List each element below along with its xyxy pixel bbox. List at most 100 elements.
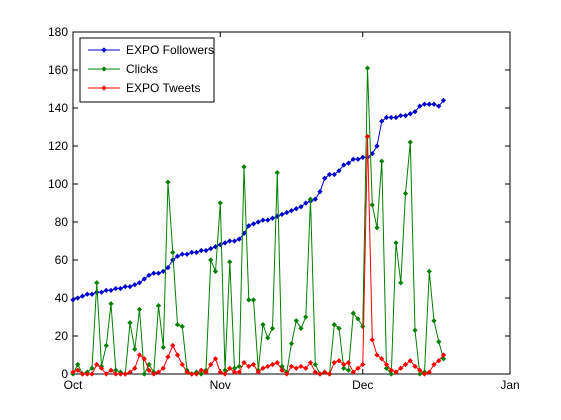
data-point (374, 143, 380, 149)
data-point (160, 365, 166, 371)
data-point (369, 337, 375, 343)
data-point (269, 215, 276, 221)
legend-item: Clicks (88, 62, 158, 76)
data-point (141, 371, 147, 377)
data-point (132, 346, 138, 352)
data-point (198, 247, 204, 254)
data-point (388, 367, 394, 373)
data-point (279, 211, 285, 218)
series-group (70, 65, 447, 377)
y-tick-label: 60 (55, 253, 69, 267)
data-point (326, 371, 333, 377)
data-point (208, 361, 214, 368)
data-point (136, 280, 143, 286)
data-point (393, 240, 399, 246)
data-point (265, 217, 271, 223)
data-point (84, 291, 90, 297)
data-point (360, 361, 366, 368)
series-2 (70, 133, 447, 377)
data-point (208, 257, 214, 263)
y-tick-label: 0 (61, 367, 68, 381)
data-point (75, 361, 81, 368)
data-point (174, 352, 181, 358)
data-point (402, 361, 409, 368)
data-point (255, 369, 261, 375)
y-tick-label: 140 (48, 101, 68, 115)
data-point (293, 318, 299, 324)
data-point (179, 323, 185, 330)
data-point (236, 236, 242, 242)
data-point (341, 361, 347, 368)
data-point (307, 196, 314, 202)
data-point (322, 369, 328, 375)
data-point (113, 285, 119, 292)
data-point (250, 361, 257, 368)
data-point (250, 297, 257, 303)
data-point (132, 282, 138, 288)
x-tick-label: Jan (500, 378, 519, 392)
data-point (212, 268, 219, 275)
legend-swatch-marker (101, 85, 107, 91)
data-point (440, 356, 447, 362)
data-point (170, 249, 176, 256)
data-point (208, 245, 214, 252)
data-point (388, 371, 394, 377)
legend-label: EXPO Followers (126, 43, 214, 57)
data-point (155, 302, 162, 309)
data-point (122, 283, 128, 290)
data-point (117, 371, 124, 377)
data-point (222, 371, 228, 377)
data-point (151, 371, 157, 377)
data-point (241, 359, 247, 366)
legend-swatch-marker (101, 47, 107, 53)
data-point (94, 361, 100, 368)
data-point (293, 206, 299, 212)
data-point (70, 369, 76, 375)
data-point (246, 297, 252, 303)
data-point (79, 293, 86, 299)
data-point (246, 363, 252, 370)
data-point (440, 352, 447, 358)
legend-swatch-marker (101, 66, 107, 72)
data-point (336, 325, 342, 332)
data-point (398, 365, 404, 371)
legend-label: EXPO Tweets (126, 81, 200, 95)
data-point (374, 225, 380, 231)
data-point (288, 207, 295, 214)
data-point (217, 369, 223, 375)
data-point (174, 253, 181, 259)
data-point (89, 291, 95, 297)
data-point (436, 103, 442, 109)
legend-item: EXPO Followers (88, 43, 214, 57)
data-point (345, 160, 352, 166)
data-point (436, 358, 442, 364)
data-point (217, 200, 223, 206)
data-point (231, 238, 238, 244)
data-point (421, 371, 428, 377)
data-point (317, 371, 323, 377)
data-point (355, 156, 361, 162)
data-point (407, 358, 413, 364)
data-point (236, 363, 242, 370)
data-point (336, 168, 342, 174)
data-point (151, 270, 157, 276)
data-point (165, 354, 171, 360)
data-point (379, 356, 385, 362)
data-point (241, 164, 247, 170)
data-point (222, 240, 228, 246)
data-point (198, 367, 204, 373)
data-point (98, 365, 105, 371)
data-point (146, 367, 152, 373)
x-tick-label: Oct (64, 378, 83, 392)
data-point (184, 369, 190, 375)
data-point (288, 363, 295, 370)
data-point (260, 365, 266, 371)
data-point (174, 321, 181, 328)
data-point (303, 365, 309, 371)
data-point (132, 365, 138, 371)
data-point (303, 200, 309, 206)
data-point (350, 310, 356, 316)
data-point (350, 369, 356, 375)
data-point (355, 316, 361, 322)
